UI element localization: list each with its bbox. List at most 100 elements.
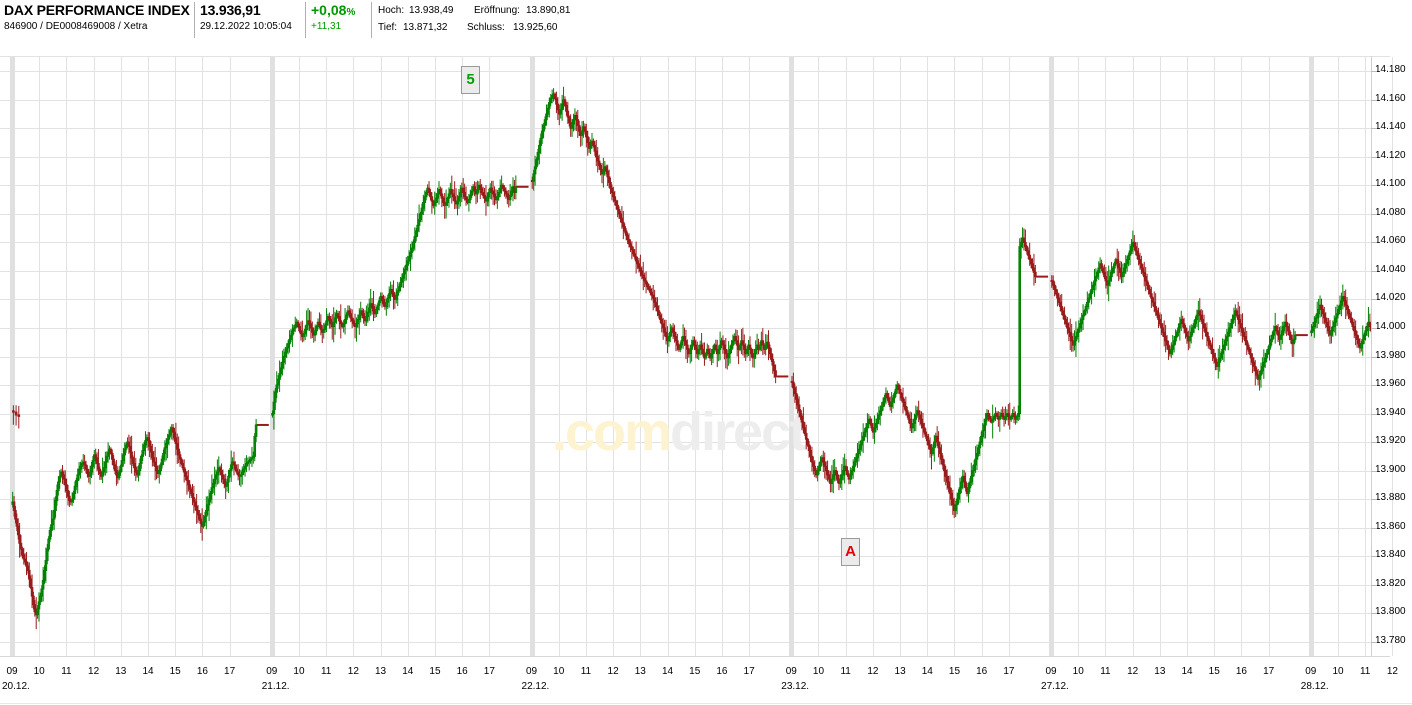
gridline-vertical xyxy=(1078,57,1080,656)
y-axis-tick-mark xyxy=(1371,100,1377,101)
gridline-vertical xyxy=(845,57,847,656)
x-axis-hour-label: 16 xyxy=(716,666,728,677)
gridline-vertical xyxy=(380,57,382,656)
x-axis-hour-label: 16 xyxy=(1235,666,1247,677)
y-axis-tick-label: 13.800 xyxy=(1375,606,1406,617)
gridline-horizontal xyxy=(0,328,1371,329)
y-axis-tick-mark xyxy=(1371,642,1377,643)
gridline-horizontal xyxy=(0,128,1371,129)
y-axis-tick-mark xyxy=(1371,328,1377,329)
x-axis-hour-label: 13 xyxy=(634,666,646,677)
gridline-vertical xyxy=(900,57,902,656)
gridline-horizontal xyxy=(0,471,1371,472)
chart-annotation-marker-a[interactable]: A xyxy=(841,538,860,566)
gridline-vertical xyxy=(872,57,874,656)
percent-symbol: % xyxy=(346,7,356,18)
x-axis-hour-label: 15 xyxy=(689,666,701,677)
y-axis-tick-label: 13.820 xyxy=(1375,578,1406,589)
gridline-vertical xyxy=(93,57,95,656)
gridline-vertical xyxy=(585,57,587,656)
x-axis-day-label: 21.12. xyxy=(261,681,290,692)
gridline-vertical xyxy=(1365,57,1367,656)
x-axis-hour-label: 14 xyxy=(1181,666,1193,677)
x-axis-hour-label: 12 xyxy=(1386,666,1398,677)
instrument-name: DAX PERFORMANCE INDEX xyxy=(4,2,190,18)
y-axis-tick-mark xyxy=(1371,442,1377,443)
gridline-vertical xyxy=(1105,57,1107,656)
x-axis-hour-label: 12 xyxy=(607,666,619,677)
x-axis-hour-label: 13 xyxy=(374,666,387,677)
gridline-vertical xyxy=(1187,57,1189,656)
x-axis-day-label: 22.12. xyxy=(521,681,550,692)
x-axis-bottom-border xyxy=(0,703,1412,704)
y-axis-tick-mark xyxy=(1371,214,1377,215)
y-axis-tick-label: 13.880 xyxy=(1375,492,1406,503)
x-axis-hour-label: 16 xyxy=(976,666,988,677)
gridline-vertical xyxy=(120,57,122,656)
x-axis-hour-label: 11 xyxy=(320,666,332,677)
stat-high-value: 13.938,49 xyxy=(409,5,454,16)
gridline-vertical xyxy=(1338,57,1339,656)
gridline-horizontal xyxy=(0,613,1371,614)
x-axis-day-label: 20.12. xyxy=(2,681,30,692)
gridline-vertical xyxy=(175,57,177,656)
change-block: +0,08% +11,31 xyxy=(311,0,369,40)
gridline-horizontal xyxy=(0,242,1371,243)
header-divider-3 xyxy=(371,2,372,38)
y-axis-tick-label: 13.860 xyxy=(1375,521,1406,532)
gridline-horizontal xyxy=(0,585,1371,586)
gridline-vertical xyxy=(613,57,615,656)
gridline-vertical xyxy=(298,57,300,656)
gridline-horizontal xyxy=(0,442,1371,443)
chart-plot-area: .comdirect 5 A xyxy=(0,57,1412,656)
y-axis-tick-mark xyxy=(1371,185,1377,186)
chart-annotation-marker-5[interactable]: 5 xyxy=(461,66,480,94)
x-axis-hour-label: 17 xyxy=(224,666,236,677)
x-axis-hour-label: 11 xyxy=(61,666,72,677)
x-axis-hour-label: 14 xyxy=(661,666,674,677)
gridline-horizontal xyxy=(0,185,1371,186)
change-percent-row: +0,08% xyxy=(311,2,355,18)
x-axis-hour-label: 15 xyxy=(948,666,961,677)
gridline-vertical xyxy=(202,57,204,656)
gridline-horizontal xyxy=(0,556,1371,557)
y-axis-tick-label: 14.180 xyxy=(1375,64,1406,75)
instrument-block: DAX PERFORMANCE INDEX 846900 / DE0008469… xyxy=(4,0,190,40)
x-axis-hour-label: 11 xyxy=(1100,666,1111,677)
x-axis-hour-label: 09 xyxy=(6,666,18,677)
x-axis-hour-label: 10 xyxy=(33,666,45,677)
y-axis: 14.180 14.160 14.140 14.120 14.100 14.080 14.0… xyxy=(1371,56,1412,657)
gridline-vertical xyxy=(462,57,464,656)
y-axis-tick-mark xyxy=(1371,157,1377,158)
gridline-vertical xyxy=(667,57,669,656)
y-axis-tick-mark xyxy=(1371,471,1377,472)
x-axis-hour-label: 17 xyxy=(1263,666,1275,677)
y-axis-tick-mark xyxy=(1371,242,1377,243)
y-axis-tick-label: 13.780 xyxy=(1375,635,1406,646)
gridline-horizontal xyxy=(0,71,1371,72)
watermark-part-b: direct xyxy=(670,402,807,462)
stat-close-value: 13.925,60 xyxy=(513,22,558,33)
y-axis-tick-label: 14.140 xyxy=(1375,121,1406,132)
gridline-day-boundary xyxy=(1049,57,1055,656)
y-axis-tick-label: 14.160 xyxy=(1375,93,1406,104)
x-axis-line xyxy=(0,656,1390,657)
y-axis-tick-label: 13.900 xyxy=(1375,464,1406,475)
y-axis-tick-mark xyxy=(1371,499,1377,500)
x-axis-hour-label: 11 xyxy=(580,666,592,677)
x-axis-hour-label: 15 xyxy=(1208,666,1220,677)
x-axis-hour-label: 09 xyxy=(1045,666,1057,677)
gridline-day-boundary xyxy=(529,57,535,656)
y-axis-tick-mark xyxy=(1371,414,1377,415)
y-axis-tick-label: 14.060 xyxy=(1375,235,1406,246)
y-axis-tick-label: 14.020 xyxy=(1375,292,1406,303)
x-axis-hour-label: 09 xyxy=(266,666,278,677)
stat-low-value: 13.871,32 xyxy=(403,22,448,33)
x-axis: 09 20.12. 10 11 12 13 14 15 16 17 09 21.12. 10 11 12 13… xyxy=(0,656,1412,705)
gridline-vertical xyxy=(694,57,696,656)
x-axis-hour-label: 17 xyxy=(743,666,755,677)
y-axis-tick-mark xyxy=(1371,385,1377,386)
x-axis-day-label: 23.12. xyxy=(781,681,810,692)
x-axis-hour-label: 10 xyxy=(1332,666,1344,677)
